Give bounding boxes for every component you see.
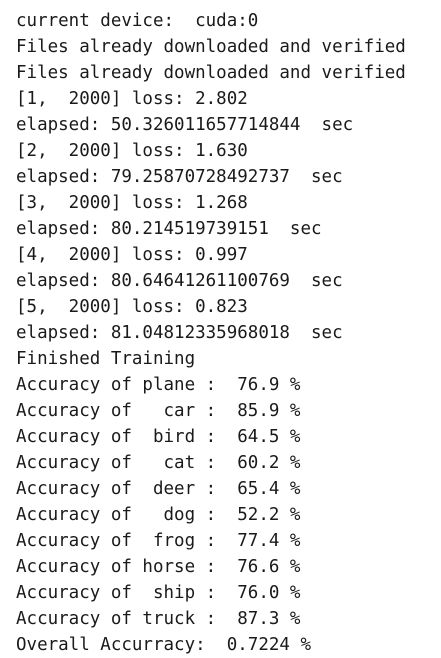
accuracy-line-bird: Accuracy of bird : 64.5 % [16, 427, 301, 447]
elapsed-line-epoch-2: elapsed: 79.25870728492737 sec [16, 167, 343, 187]
accuracy-line-truck: Accuracy of truck : 87.3 % [16, 609, 301, 629]
download-status-line: Files already downloaded and verified [16, 37, 406, 57]
elapsed-line-epoch-3: elapsed: 80.214519739151 sec [16, 219, 322, 239]
loss-line-epoch-5: [5, 2000] loss: 0.823 [16, 297, 248, 317]
elapsed-line-epoch-1: elapsed: 50.326011657714844 sec [16, 115, 354, 135]
accuracy-line-ship: Accuracy of ship : 76.0 % [16, 583, 301, 603]
elapsed-line-epoch-5: elapsed: 81.04812335968018 sec [16, 323, 343, 343]
training-finished-line: Finished Training [16, 349, 196, 369]
elapsed-line-epoch-4: elapsed: 80.64641261100769 sec [16, 271, 343, 291]
download-status-line: Files already downloaded and verified [16, 63, 406, 83]
overall-accuracy-line: Overall Accurracy: 0.7224 % [16, 635, 312, 655]
accuracy-line-horse: Accuracy of horse : 76.6 % [16, 557, 301, 577]
accuracy-line-frog: Accuracy of frog : 77.4 % [16, 531, 301, 551]
accuracy-line-car: Accuracy of car : 85.9 % [16, 401, 301, 421]
loss-line-epoch-1: [1, 2000] loss: 2.802 [16, 89, 248, 109]
loss-line-epoch-4: [4, 2000] loss: 0.997 [16, 245, 248, 265]
accuracy-line-dog: Accuracy of dog : 52.2 % [16, 505, 301, 525]
loss-line-epoch-2: [2, 2000] loss: 1.630 [16, 141, 248, 161]
device-line: current device: cuda:0 [16, 11, 259, 31]
accuracy-line-deer: Accuracy of deer : 65.4 % [16, 479, 301, 499]
accuracy-line-plane: Accuracy of plane : 76.9 % [16, 375, 301, 395]
loss-line-epoch-3: [3, 2000] loss: 1.268 [16, 193, 248, 213]
accuracy-line-cat: Accuracy of cat : 60.2 % [16, 453, 301, 473]
